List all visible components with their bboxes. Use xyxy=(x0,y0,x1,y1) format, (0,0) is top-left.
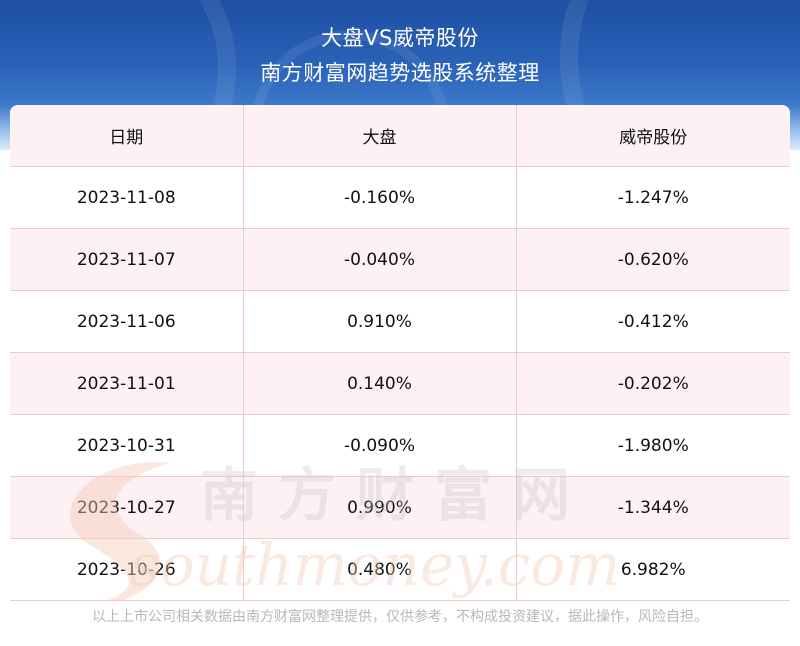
column-header-stock: 威帝股份 xyxy=(516,105,790,167)
cell-date: 2023-10-31 xyxy=(10,414,244,477)
cell-market-change: 0.910% xyxy=(243,290,517,353)
page-title: 大盘VS威帝股份 xyxy=(321,26,479,50)
cell-stock-change: 6.982% xyxy=(516,538,790,601)
cell-market-change: 0.990% xyxy=(243,476,517,539)
cell-date: 2023-11-08 xyxy=(10,166,244,229)
cell-date: 2023-10-27 xyxy=(10,476,244,539)
data-card: 日期 大盘 威帝股份 2023-11-08 -0.160% -1.247% 20… xyxy=(10,105,790,601)
cell-date: 2023-11-07 xyxy=(10,228,244,291)
cell-stock-change: -1.247% xyxy=(516,166,790,229)
footer-disclaimer: 以上上市公司相关数据由南方财富网整理提供，仅供参考，不构成投资建议，据此操作，风… xyxy=(92,609,708,625)
table-row: 2023-10-31 -0.090% -1.980% xyxy=(10,414,790,477)
cell-market-change: -0.040% xyxy=(243,228,517,291)
cell-market-change: -0.160% xyxy=(243,166,517,229)
table-row: 2023-11-08 -0.160% -1.247% xyxy=(10,166,790,229)
cell-market-change: 0.140% xyxy=(243,352,517,415)
cell-date: 2023-10-26 xyxy=(10,538,244,601)
cell-market-change: 0.480% xyxy=(243,538,517,601)
page-subtitle: 南方财富网趋势选股系统整理 xyxy=(260,61,540,85)
cell-date: 2023-11-01 xyxy=(10,352,244,415)
cell-stock-change: -1.980% xyxy=(516,414,790,477)
table-row: 2023-11-07 -0.040% -0.620% xyxy=(10,228,790,291)
table-row: 2023-11-06 0.910% -0.412% xyxy=(10,290,790,353)
cell-market-change: -0.090% xyxy=(243,414,517,477)
cell-stock-change: -0.620% xyxy=(516,228,790,291)
table-row: 2023-10-27 0.990% -1.344% xyxy=(10,476,790,539)
column-header-date: 日期 xyxy=(10,105,244,167)
cell-stock-change: -0.202% xyxy=(516,352,790,415)
comparison-table: 日期 大盘 威帝股份 2023-11-08 -0.160% -1.247% 20… xyxy=(10,105,790,601)
cell-stock-change: -1.344% xyxy=(516,476,790,539)
table-row: 2023-10-26 0.480% 6.982% xyxy=(10,538,790,601)
cell-stock-change: -0.412% xyxy=(516,290,790,353)
cell-date: 2023-11-06 xyxy=(10,290,244,353)
table-header-row: 日期 大盘 威帝股份 xyxy=(10,105,790,167)
column-header-market: 大盘 xyxy=(243,105,517,167)
table-row: 2023-11-01 0.140% -0.202% xyxy=(10,352,790,415)
